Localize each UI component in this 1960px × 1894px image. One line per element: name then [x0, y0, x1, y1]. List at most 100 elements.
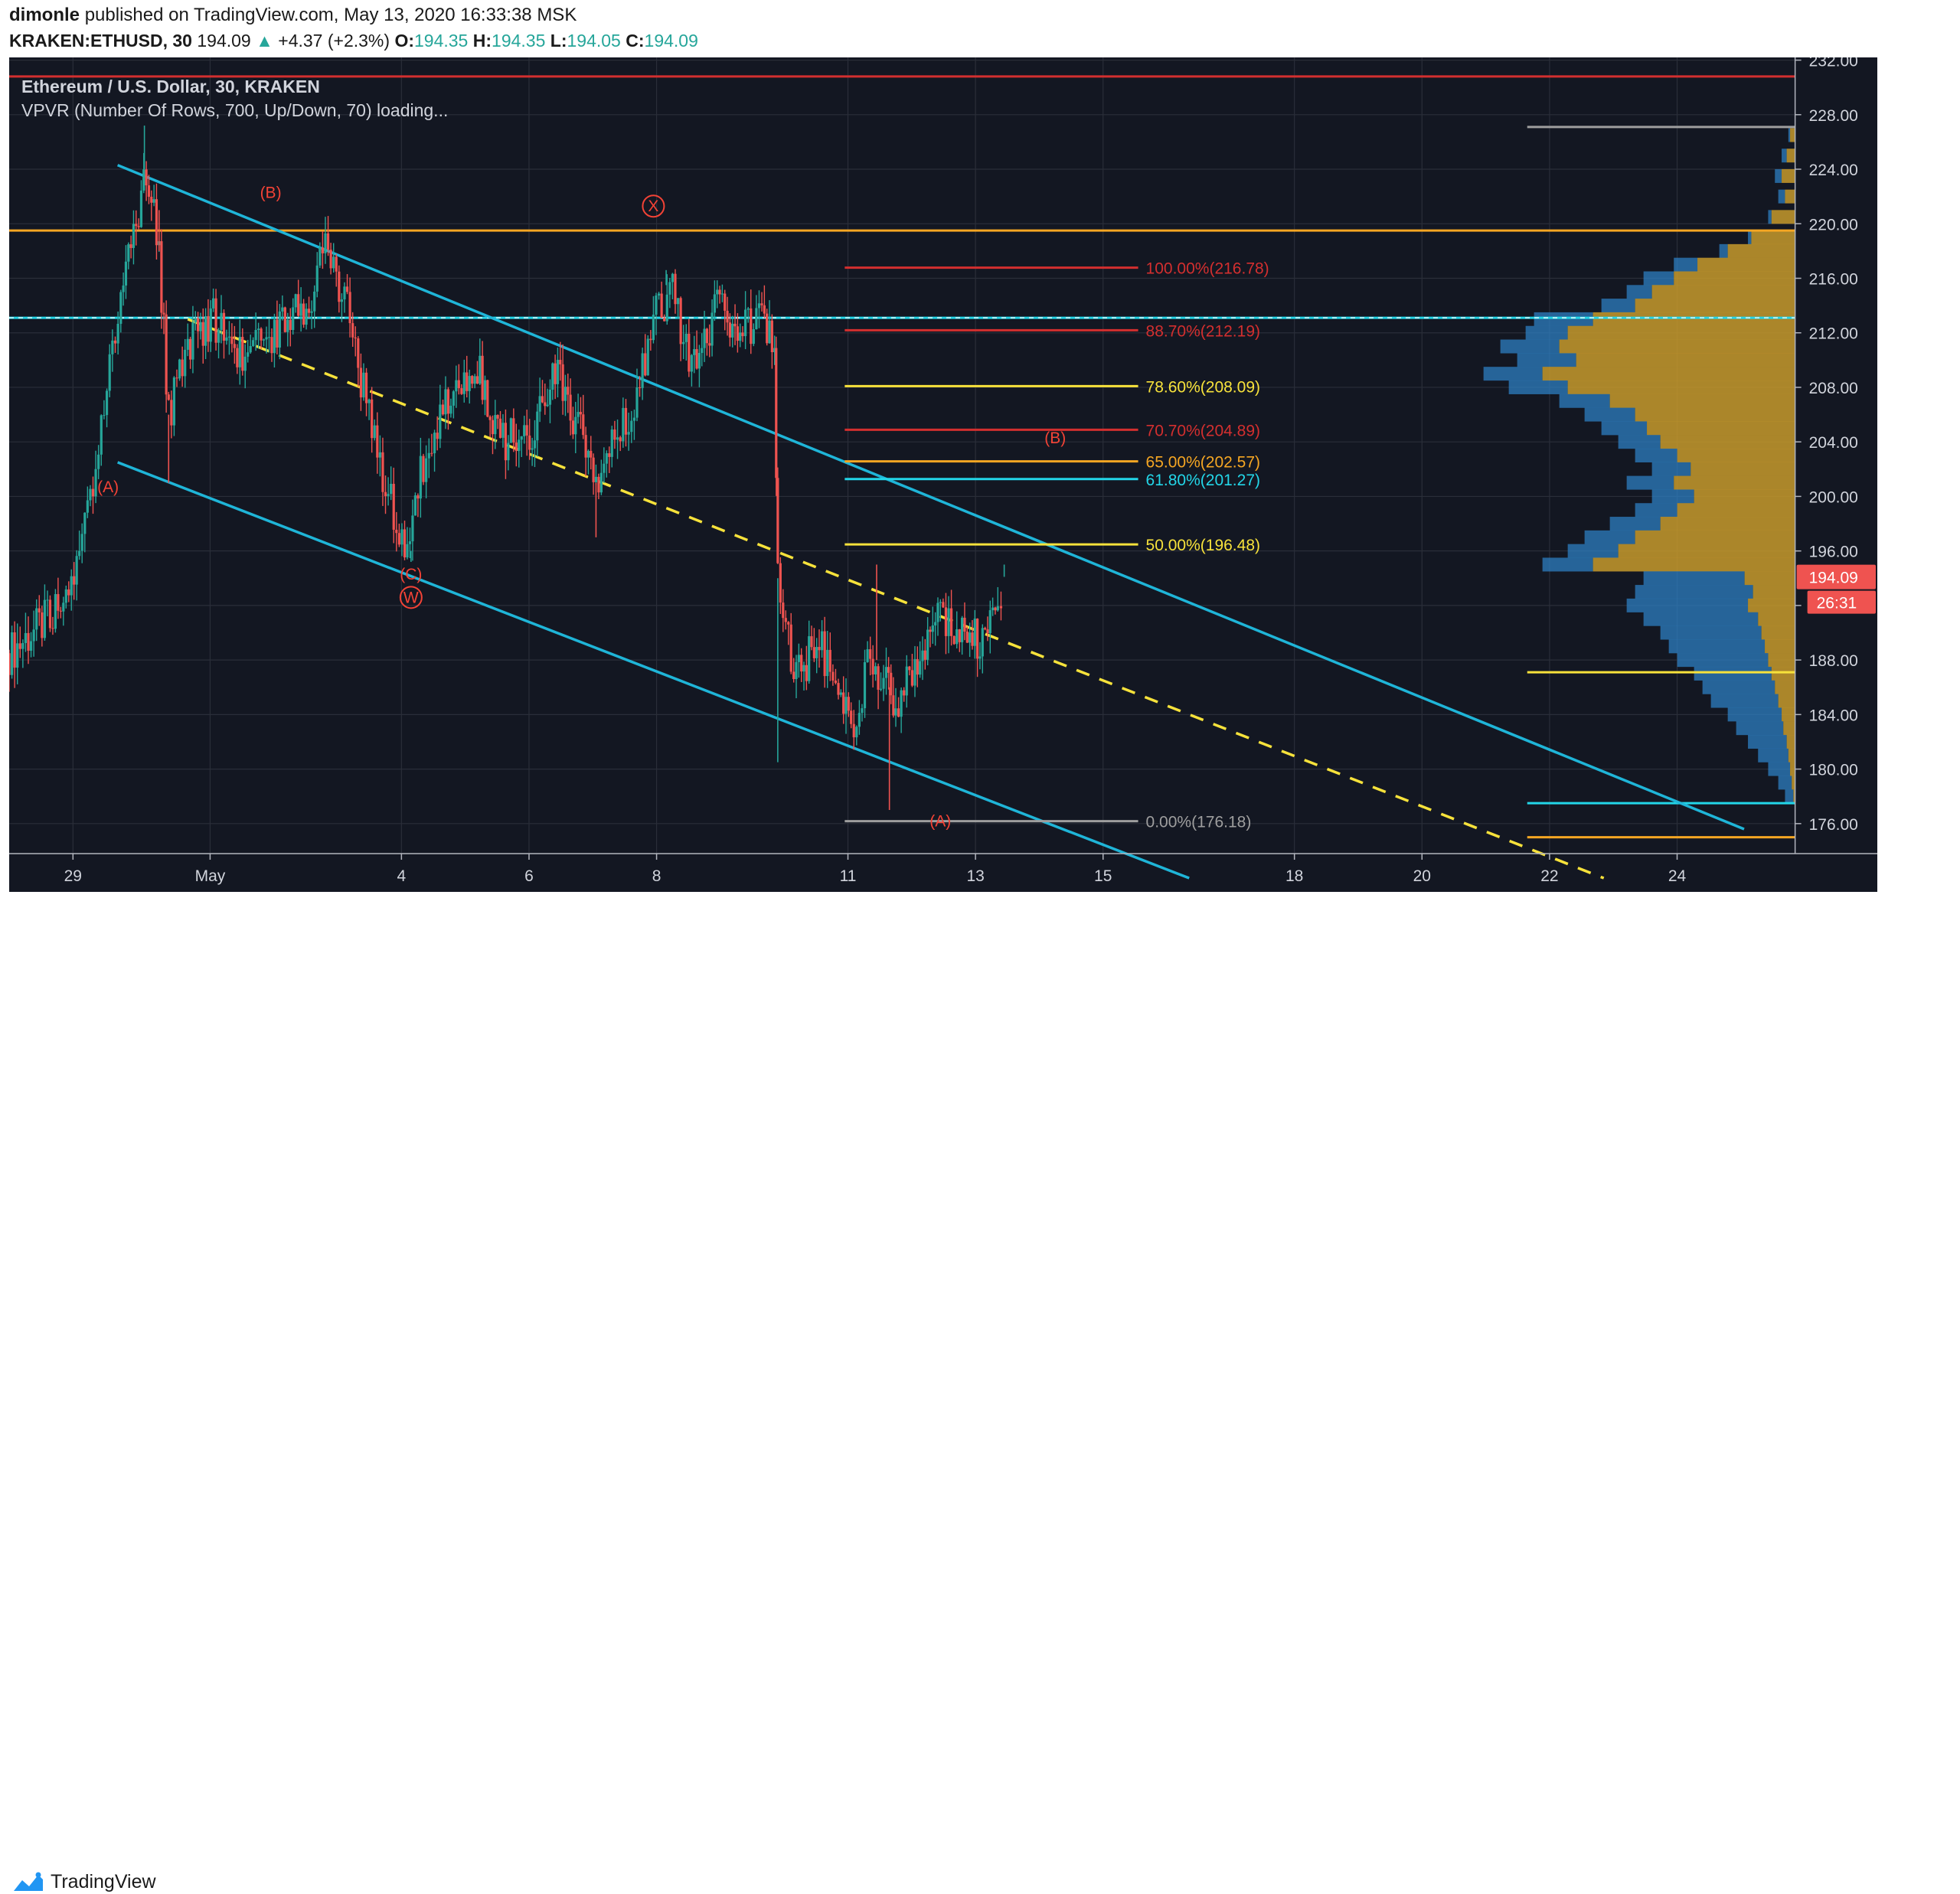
candle-body [757, 303, 761, 309]
candle-body [13, 632, 16, 668]
wave-label: (A) [929, 812, 951, 830]
vpvr-row-up [1744, 571, 1795, 586]
candle-body [181, 359, 184, 377]
vpvr-row-up [1618, 544, 1795, 558]
vpvr-legend[interactable]: VPVR (Number Of Rows, 700, Up/Down, 70) … [21, 100, 449, 120]
candle-body [910, 670, 914, 686]
candle-body [446, 389, 450, 414]
candle-body [270, 337, 273, 354]
candle-body [646, 338, 649, 376]
candle-body [579, 412, 583, 415]
candle-body [802, 665, 805, 672]
candle-body [984, 628, 987, 630]
tradingview-logo[interactable]: TradingView [9, 1870, 156, 1894]
chart-panel[interactable]: 100.00%(216.78) 88.70%(212.19) 78.60%(208.… [9, 57, 1877, 892]
candle-body [736, 326, 739, 341]
price-axis-label: 200.00 [1809, 488, 1858, 506]
low-label: L: [550, 31, 567, 51]
vpvr-row-up [1647, 421, 1795, 436]
high-value: 194.35 [492, 31, 546, 51]
candle-body [693, 349, 696, 355]
candle-body [127, 244, 130, 262]
wave-label: X [648, 198, 658, 215]
price-chart[interactable]: 100.00%(216.78) 88.70%(212.19) 78.60%(208.… [9, 57, 1877, 892]
candle-body [644, 353, 647, 376]
candle-body [416, 495, 420, 499]
candle-body [844, 697, 848, 714]
vpvr-row-up [1790, 762, 1795, 776]
candle-body [837, 683, 840, 695]
vpvr-row-up [1660, 517, 1795, 531]
candle-body [289, 319, 292, 331]
candle-body [403, 529, 407, 558]
candle-body [324, 233, 327, 253]
vpvr-row-down [1483, 367, 1543, 381]
candle-body [338, 271, 341, 302]
vpvr-row-down [1788, 128, 1791, 142]
candle-body [21, 642, 24, 649]
candle-body [916, 658, 919, 675]
wave-label: (C) [400, 566, 422, 583]
open-label: O: [394, 31, 414, 51]
candle-body [842, 692, 845, 714]
candle-body [483, 380, 487, 400]
vpvr-row-down [1567, 544, 1619, 558]
vpvr-row-up [1694, 489, 1795, 504]
quote-line: KRAKEN:ETHUSD, 30 194.09 ▲ +4.37 (+2.3%)… [9, 31, 698, 51]
candle-body [238, 337, 241, 367]
vpvr-row-down [1768, 762, 1791, 776]
time-axis-label: May [195, 867, 226, 885]
candle-body [340, 299, 343, 302]
fib-level-label: 70.70%(204.89) [1146, 422, 1260, 439]
candle-body [733, 323, 737, 327]
candle-body [792, 671, 795, 679]
candle-body [27, 632, 30, 651]
candle-body [755, 308, 758, 330]
vpvr-row-down [1601, 299, 1635, 313]
vpvr-row-up [1635, 299, 1795, 313]
candle-body [942, 602, 945, 608]
wave-label-circle [642, 194, 665, 218]
candle-body [795, 661, 798, 679]
price-change: +4.37 (+2.3%) [278, 31, 390, 51]
candle-body [784, 618, 787, 622]
candle-body [452, 391, 455, 406]
candle-body [196, 318, 200, 331]
candle-body [599, 472, 603, 493]
candle-body [18, 643, 21, 649]
candle-body [97, 454, 100, 469]
candle-body [475, 376, 479, 384]
candle-body [222, 312, 226, 341]
candle-body [444, 389, 447, 415]
candle-body [831, 671, 835, 681]
candle-body [64, 589, 67, 603]
vpvr-row-down [1643, 612, 1759, 626]
vpvr-row-up [1771, 210, 1795, 224]
candle-body [641, 353, 644, 388]
candle-body [973, 619, 976, 646]
vpvr-row-down [1500, 339, 1560, 354]
candle-body [559, 360, 562, 364]
candle-body [713, 294, 716, 313]
candle-body [834, 680, 838, 684]
author-name[interactable]: dimonle [9, 5, 80, 25]
candle-body [455, 380, 458, 392]
candle-body [494, 415, 497, 435]
candle-body [252, 340, 255, 347]
candle-body [249, 346, 252, 353]
candle-body [567, 387, 570, 395]
vpvr-row-up [1677, 449, 1795, 462]
candle-body [413, 495, 416, 516]
candle-body [695, 349, 698, 369]
candle-body [397, 533, 400, 545]
candle-body [931, 625, 934, 632]
candle-body [988, 610, 991, 634]
vpvr-row-up [1690, 462, 1795, 476]
candle-body [671, 273, 675, 282]
candle-body [823, 631, 826, 677]
time-axis-label: 6 [524, 867, 534, 885]
candle-body [230, 336, 234, 345]
candle-body [649, 338, 652, 341]
vpvr-row-down [1643, 271, 1674, 286]
vpvr-row-down [1517, 353, 1576, 367]
